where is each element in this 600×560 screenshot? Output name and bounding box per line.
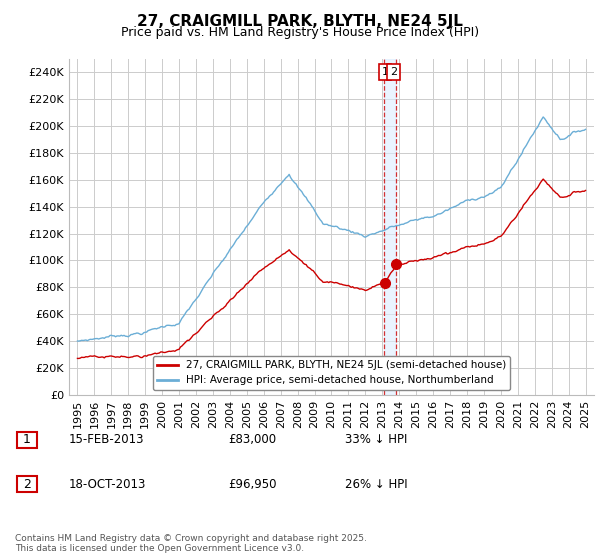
Text: £83,000: £83,000 <box>228 433 276 446</box>
Text: £96,950: £96,950 <box>228 478 277 491</box>
FancyBboxPatch shape <box>17 477 37 492</box>
Text: Contains HM Land Registry data © Crown copyright and database right 2025.
This d: Contains HM Land Registry data © Crown c… <box>15 534 367 553</box>
Text: 1: 1 <box>382 67 389 77</box>
Text: 18-OCT-2013: 18-OCT-2013 <box>69 478 146 491</box>
Text: 27, CRAIGMILL PARK, BLYTH, NE24 5JL: 27, CRAIGMILL PARK, BLYTH, NE24 5JL <box>137 14 463 29</box>
Text: Price paid vs. HM Land Registry's House Price Index (HPI): Price paid vs. HM Land Registry's House … <box>121 26 479 39</box>
Bar <box>385 59 396 395</box>
Legend: 27, CRAIGMILL PARK, BLYTH, NE24 5JL (semi-detached house), HPI: Average price, s: 27, CRAIGMILL PARK, BLYTH, NE24 5JL (sem… <box>152 356 511 390</box>
Text: 33% ↓ HPI: 33% ↓ HPI <box>345 433 407 446</box>
Text: 1: 1 <box>23 433 31 446</box>
Text: 15-FEB-2013: 15-FEB-2013 <box>69 433 145 446</box>
Text: 2: 2 <box>23 478 31 491</box>
Text: 26% ↓ HPI: 26% ↓ HPI <box>345 478 407 491</box>
FancyBboxPatch shape <box>17 432 37 447</box>
Text: 2: 2 <box>390 67 397 77</box>
